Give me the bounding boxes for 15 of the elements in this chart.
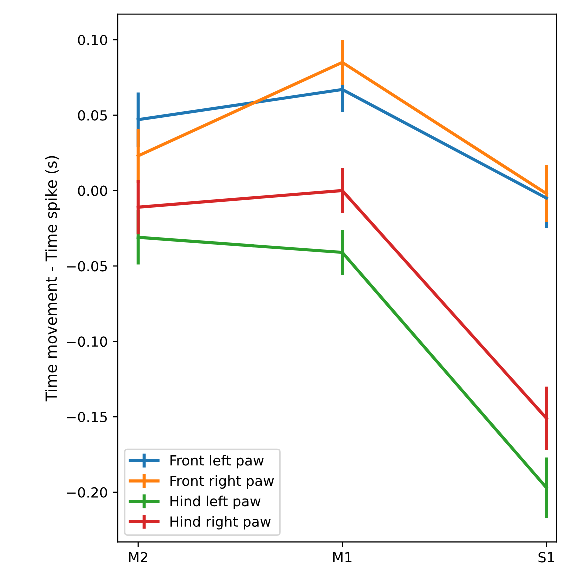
x-tick-label: S1 (538, 552, 554, 563)
x-tick-label: M2 (129, 552, 148, 562)
legend-label: Hind left paw (170, 496, 261, 510)
y-tick-label: 0.10 (78, 34, 108, 46)
y-tick-label: 0.05 (78, 110, 108, 121)
y-tick-label: −0.15 (67, 412, 108, 423)
y-tick-label: −0.10 (67, 336, 108, 348)
legend-label: Front right paw (170, 476, 274, 489)
y-tick-label: −0.05 (67, 261, 108, 272)
legend-label: Hind right paw (170, 516, 271, 530)
legend-label: Front left paw (170, 455, 264, 469)
y-tick-label: 0.00 (78, 186, 108, 196)
y-tick-label: −0.20 (67, 487, 108, 498)
x-tick-label: M1 (333, 552, 352, 562)
y-axis-title: Time movement - Time spike (s) (45, 156, 60, 402)
